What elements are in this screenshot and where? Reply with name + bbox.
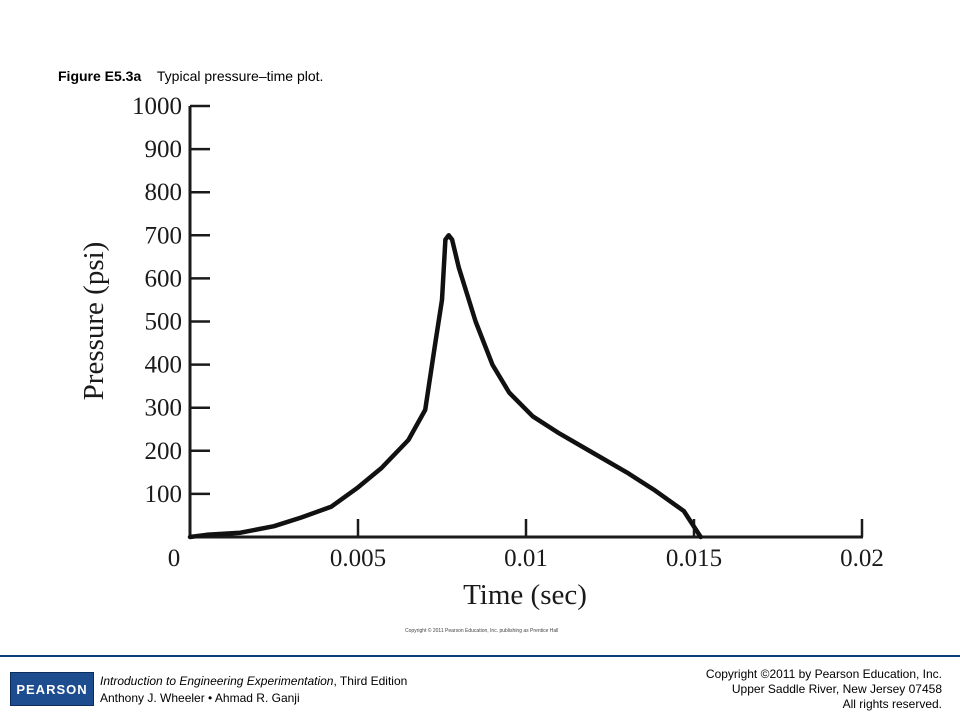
x-tick-label: 0.005: [330, 545, 386, 572]
y-tick-label: 500: [145, 309, 183, 336]
y-tick-label: 1000: [132, 93, 182, 120]
footer-divider: [0, 655, 960, 657]
book-title: Introduction to Engineering Experimentat…: [100, 674, 334, 688]
figure-label: Figure E5.3a: [58, 68, 142, 84]
y-axis-label: Pressure (psi): [78, 242, 110, 401]
book-edition: , Third Edition: [333, 674, 408, 688]
pressure-time-chart: 100 200 300 400 500 600 700 800 900 1000 0 0.005 0.0…: [78, 93, 884, 611]
y-tick-label: 900: [145, 136, 183, 163]
pressure-series-line: [187, 233, 703, 540]
chart-copyright: Copyright © 2011 Pearson Education, Inc.…: [405, 628, 559, 634]
copyright-line-3: All rights reserved.: [842, 697, 942, 711]
y-tick-label: 200: [145, 438, 183, 465]
x-tick-label: 0.015: [666, 545, 722, 572]
book-authors: Anthony J. Wheeler • Ahmad R. Ganji: [100, 691, 300, 705]
book-title-line: Introduction to Engineering Experimentat…: [100, 673, 407, 690]
x-axis-label: Time (sec): [463, 579, 587, 611]
copyright-line-1: Copyright ©2011 by Pearson Education, In…: [705, 667, 942, 681]
figure-caption: Figure E5.3a Typical pressure–time plot.: [58, 68, 323, 84]
x-tick-label: 0.02: [840, 545, 884, 572]
x-tick-label: 0.01: [504, 545, 548, 572]
book-info: Introduction to Engineering Experimentat…: [100, 673, 407, 707]
y-tick-label: 600: [145, 265, 183, 292]
y-tick-label: 800: [145, 179, 183, 206]
footer: PEARSON Introduction to Engineering Expe…: [0, 655, 960, 720]
y-tick-label: 400: [145, 352, 183, 379]
x-tick-label: 0: [168, 545, 181, 572]
copyright-info: Copyright ©2011 by Pearson Education, In…: [706, 667, 942, 712]
y-tick-label: 700: [145, 222, 183, 249]
y-tick-label: 100: [145, 481, 183, 508]
y-tick-label: 300: [145, 395, 183, 422]
pearson-logo: PEARSON: [10, 672, 94, 706]
copyright-line-2: Upper Saddle River, New Jersey 07458: [731, 682, 942, 696]
figure-caption-text: Typical pressure–time plot.: [156, 68, 324, 84]
